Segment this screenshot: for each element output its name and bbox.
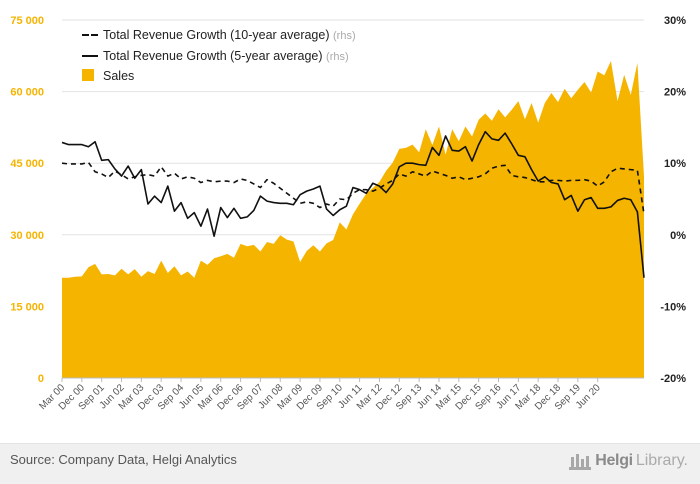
legend: Total Revenue Growth (10-year average) (… <box>82 28 356 83</box>
left-tick-label: 30 000 <box>10 230 44 242</box>
line-5yr-average <box>61 130 645 278</box>
left-tick-label: 15 000 <box>10 301 44 313</box>
revenue-sales-chart: 0 15 000 30 000 45 000 60 000 75 000 -20% -10%… <box>10 15 686 413</box>
legend-item-sales[interactable]: Sales <box>82 69 134 83</box>
right-tick-label: 30% <box>664 15 686 27</box>
sales-area-layer <box>62 61 644 379</box>
left-tick-label: 75 000 <box>10 15 44 27</box>
brand-name: Helgi <box>595 452 633 469</box>
growth-lines-layer <box>61 130 645 278</box>
legend-item-10yr[interactable]: Total Revenue Growth (10-year average) (… <box>82 28 356 42</box>
footer: Source: Company Data, Helgi Analytics He… <box>0 443 700 484</box>
left-axis-ticks: 0 15 000 30 000 45 000 60 000 75 000 <box>10 15 44 385</box>
left-tick-label: 0 <box>38 373 44 385</box>
left-tick-label: 45 000 <box>10 158 44 170</box>
right-tick-label: -20% <box>660 373 686 385</box>
building-icon <box>569 454 592 470</box>
left-tick-label: 60 000 <box>10 87 44 99</box>
legend-item-5yr[interactable]: Total Revenue Growth (5-year average) (r… <box>82 49 349 63</box>
right-tick-label: 0% <box>670 230 686 242</box>
legend-label-10yr: Total Revenue Growth (10-year average) (… <box>103 28 356 42</box>
sales-area <box>62 61 644 379</box>
right-tick-label: 20% <box>664 87 686 99</box>
right-tick-label: -10% <box>660 301 686 313</box>
brand-suffix: Library. <box>635 452 688 469</box>
source-note: Source: Company Data, Helgi Analytics <box>10 452 237 467</box>
line-10yr-average <box>61 161 645 215</box>
brand-logo[interactable]: Helgi Library. <box>568 450 688 472</box>
right-tick-label: 10% <box>664 158 686 170</box>
right-axis-ticks: -20% -10% 0% 10% 20% 30% <box>660 15 686 385</box>
legend-label-sales: Sales <box>103 69 134 83</box>
legend-label-5yr: Total Revenue Growth (5-year average) (r… <box>103 49 349 63</box>
legend-swatch-sales <box>82 69 94 81</box>
